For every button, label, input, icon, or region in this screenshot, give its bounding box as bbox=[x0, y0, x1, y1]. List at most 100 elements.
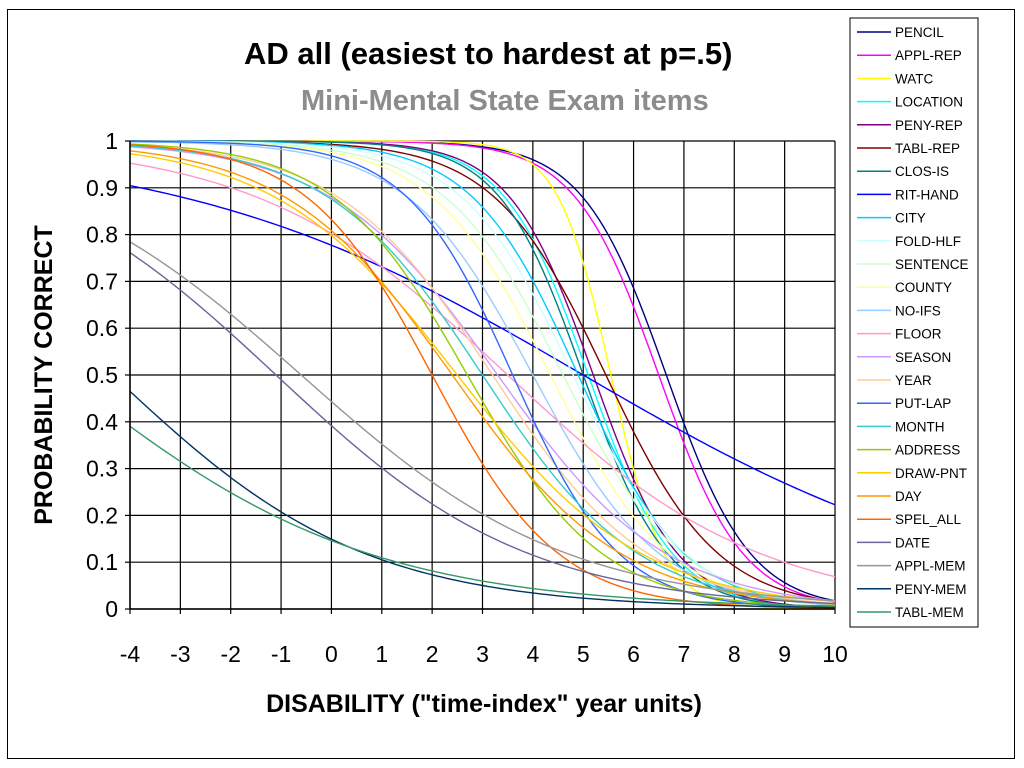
series-line-15 bbox=[129, 144, 836, 605]
legend-label: DATE bbox=[895, 535, 930, 550]
legend-label: PENY-REP bbox=[895, 118, 963, 133]
legend-box bbox=[849, 17, 979, 628]
y-tick-labels: 0 0.1 0.2 0.3 0.4 0.5 0.6 0.7 0.8 0.9 1 bbox=[86, 128, 118, 622]
series-line-24 bbox=[129, 390, 836, 609]
legend-item: SEASON bbox=[857, 350, 951, 365]
legend-label: TABL-MEM bbox=[895, 605, 964, 620]
x-tick-label: 6 bbox=[627, 641, 640, 667]
series-line-17 bbox=[129, 145, 836, 605]
slide-frame bbox=[7, 9, 1015, 759]
x-tick-label: 10 bbox=[822, 641, 848, 667]
legend-label: CLOS-IS bbox=[895, 164, 949, 179]
y-tick-label: 0.6 bbox=[86, 315, 118, 341]
legend-label: ADDRESS bbox=[895, 443, 960, 458]
series-line-9 bbox=[129, 140, 836, 606]
legend-item: SENTENCE bbox=[857, 257, 969, 272]
x-tick-label: 1 bbox=[375, 641, 388, 667]
legend-label: FOLD-HLF bbox=[895, 234, 961, 249]
legend-item: DATE bbox=[857, 535, 930, 550]
legend-item: TABL-MEM bbox=[857, 605, 964, 620]
x-axis-label: DISABILITY ("time-index" year units) bbox=[266, 690, 702, 718]
legend-label: NO-IFS bbox=[895, 303, 941, 318]
chart-subtitle: Mini-Mental State Exam items bbox=[301, 85, 709, 117]
y-tick-label: 0.5 bbox=[86, 362, 118, 388]
legend-item: WATC bbox=[857, 71, 933, 86]
legend-item: APPL-MEM bbox=[857, 559, 966, 574]
x-tick-label: -1 bbox=[271, 641, 291, 667]
y-tick-label: 0.4 bbox=[86, 409, 118, 435]
legend-label: PENCIL bbox=[895, 25, 944, 40]
legend-label: RIT-HAND bbox=[895, 187, 959, 202]
legend-item: FLOOR bbox=[857, 327, 942, 342]
y-tick-label: 0.7 bbox=[86, 268, 118, 294]
legend-item: NO-IFS bbox=[857, 303, 941, 318]
legend-item: FOLD-HLF bbox=[857, 234, 961, 249]
x-tick-label: -2 bbox=[220, 641, 240, 667]
series-lines bbox=[129, 140, 836, 610]
legend-label: APPL-REP bbox=[895, 48, 962, 63]
legend-label: COUNTY bbox=[895, 280, 952, 295]
y-tick-label: 0.1 bbox=[86, 549, 118, 575]
x-tick-label: 2 bbox=[426, 641, 439, 667]
legend-label: SPEL_ALL bbox=[895, 512, 962, 527]
chart-title: AD all (easiest to hardest at p=.5) bbox=[244, 36, 733, 71]
series-line-13 bbox=[129, 162, 836, 578]
x-tick-labels: -4 -3 -2 -1 0 1 2 3 4 5 6 7 8 9 10 bbox=[120, 641, 848, 667]
legend-label: PUT-LAP bbox=[895, 396, 951, 411]
series-line-7 bbox=[129, 184, 836, 506]
legend-label: APPL-MEM bbox=[895, 559, 966, 574]
y-tick-label: 0.3 bbox=[86, 456, 118, 482]
y-axis-label: PROBABILITY CORRECT bbox=[30, 225, 58, 525]
legend-item: YEAR bbox=[857, 373, 932, 388]
legend-label: PENY-MEM bbox=[895, 582, 967, 597]
x-tick-label: 8 bbox=[728, 641, 741, 667]
series-line-14 bbox=[129, 146, 836, 602]
legend-item: RIT-HAND bbox=[857, 187, 959, 202]
x-tick-label: 4 bbox=[526, 641, 539, 667]
series-line-22 bbox=[129, 252, 836, 605]
y-tick-label: 0.8 bbox=[86, 222, 118, 248]
series-line-19 bbox=[129, 153, 836, 603]
legend-item: DRAW-PNT bbox=[857, 466, 967, 481]
axes bbox=[125, 140, 836, 614]
legend-item: MONTH bbox=[857, 419, 945, 434]
y-tick-label: 0 bbox=[105, 596, 118, 622]
y-tick-label: 0.2 bbox=[86, 502, 118, 528]
legend-label: DAY bbox=[895, 489, 922, 504]
legend-item: CLOS-IS bbox=[857, 164, 949, 179]
legend-label: WATC bbox=[895, 71, 933, 86]
legend-item: TABL-REP bbox=[857, 141, 960, 156]
legend-label: DRAW-PNT bbox=[895, 466, 967, 481]
legend: PENCIL APPL-REP WATC LOCATION PENY-REP TABL-R… bbox=[849, 17, 979, 628]
legend-item: LOCATION bbox=[857, 95, 963, 110]
legend-item: APPL-REP bbox=[857, 48, 962, 63]
legend-item: SPEL_ALL bbox=[857, 512, 962, 527]
x-tick-label: -3 bbox=[170, 641, 190, 667]
legend-label: SEASON bbox=[895, 350, 951, 365]
x-tick-label: 7 bbox=[678, 641, 691, 667]
x-tick-label: 9 bbox=[778, 641, 791, 667]
legend-label: YEAR bbox=[895, 373, 932, 388]
x-tick-label: -4 bbox=[120, 641, 141, 667]
series-line-16 bbox=[129, 140, 836, 609]
legend-item: PENCIL bbox=[857, 25, 944, 40]
legend-item: PENY-MEM bbox=[857, 582, 967, 597]
x-tick-label: 5 bbox=[577, 641, 590, 667]
legend-label: CITY bbox=[895, 211, 926, 226]
y-tick-label: 1 bbox=[105, 128, 118, 154]
x-tick-label: 3 bbox=[476, 641, 489, 667]
series-line-18 bbox=[129, 143, 836, 608]
legend-item: PUT-LAP bbox=[857, 396, 951, 411]
legend-label: LOCATION bbox=[895, 95, 963, 110]
series-line-23 bbox=[129, 241, 836, 602]
legend-item: CITY bbox=[857, 211, 926, 226]
y-tick-label: 0.9 bbox=[86, 175, 118, 201]
x-tick-label: 0 bbox=[325, 641, 338, 667]
series-line-21 bbox=[129, 144, 836, 609]
legend-label: FLOOR bbox=[895, 327, 942, 342]
legend-item: DAY bbox=[857, 489, 922, 504]
legend-label: TABL-REP bbox=[895, 141, 960, 156]
legend-label: SENTENCE bbox=[895, 257, 969, 272]
series-line-25 bbox=[129, 425, 836, 607]
